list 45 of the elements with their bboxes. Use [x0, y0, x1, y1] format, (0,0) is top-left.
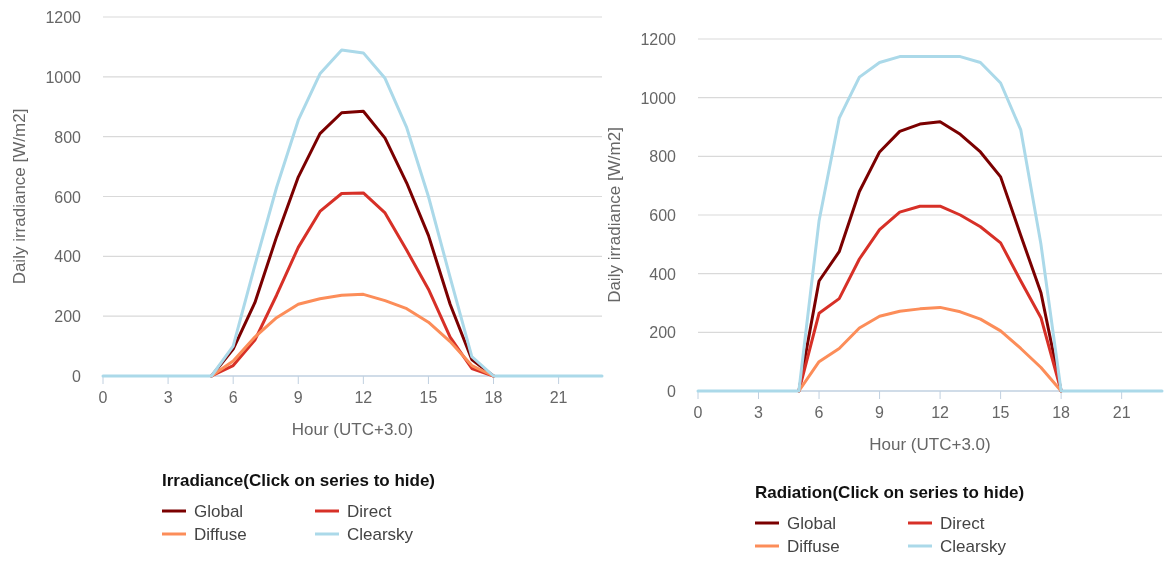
- legend-label: Direct: [940, 514, 985, 533]
- x-tick-label: 21: [1112, 404, 1131, 421]
- x-tick-label: 9: [875, 404, 885, 421]
- y-tick-label: 600: [54, 188, 82, 206]
- y-tick-label: 800: [649, 148, 677, 166]
- legend-title: Irradiance(Click on series to hide): [162, 471, 436, 490]
- x-tick-label: 18: [1052, 404, 1071, 421]
- legend-label: Clearsky: [940, 537, 1007, 556]
- y-tick-label: 600: [649, 207, 677, 224]
- y-tick-label: 1200: [45, 9, 82, 26]
- y-tick-label: 200: [54, 308, 82, 326]
- y-tick-label: 1000: [45, 68, 82, 86]
- x-axis-title: Hour (UTC+3.0): [869, 435, 991, 454]
- x-tick-label: 21: [549, 389, 568, 406]
- x-tick-label: 15: [419, 389, 438, 406]
- x-tick-label: 3: [754, 404, 764, 421]
- legend-title: Radiation(Click on series to hide): [755, 483, 1025, 502]
- y-axis-title: Daily irradiance [W/m2]: [10, 108, 29, 285]
- legend-label: Global: [194, 502, 244, 521]
- y-tick-label: 1200: [640, 31, 677, 48]
- y-tick-label: 0: [72, 368, 82, 385]
- legend-label: Diffuse: [787, 537, 840, 556]
- x-tick-label: 6: [814, 404, 824, 421]
- x-axis-title: Hour (UTC+3.0): [291, 420, 414, 439]
- x-tick-label: 12: [931, 404, 950, 421]
- x-tick-label: 0: [98, 389, 108, 406]
- line-series: [797, 305, 1063, 393]
- line-series: [209, 292, 496, 378]
- y-tick-label: 1000: [640, 89, 677, 107]
- y-axis-title: Daily irradiance [W/m2]: [605, 127, 624, 303]
- legend-label: Diffuse: [194, 525, 247, 544]
- legend-label: Direct: [347, 502, 392, 521]
- legend-label: Clearsky: [347, 525, 414, 544]
- x-tick-label: 6: [228, 389, 238, 406]
- x-tick-label: 0: [693, 404, 703, 421]
- x-tick-label: 15: [991, 404, 1010, 421]
- y-tick-label: 400: [649, 265, 677, 283]
- y-tick-label: 400: [54, 248, 82, 266]
- x-tick-label: 18: [484, 389, 503, 406]
- legend-label: Global: [787, 514, 837, 533]
- y-tick-label: 200: [649, 324, 677, 342]
- x-tick-label: 9: [293, 389, 303, 406]
- y-tick-label: 800: [54, 128, 82, 146]
- x-tick-label: 3: [163, 389, 173, 406]
- x-tick-label: 12: [354, 389, 373, 406]
